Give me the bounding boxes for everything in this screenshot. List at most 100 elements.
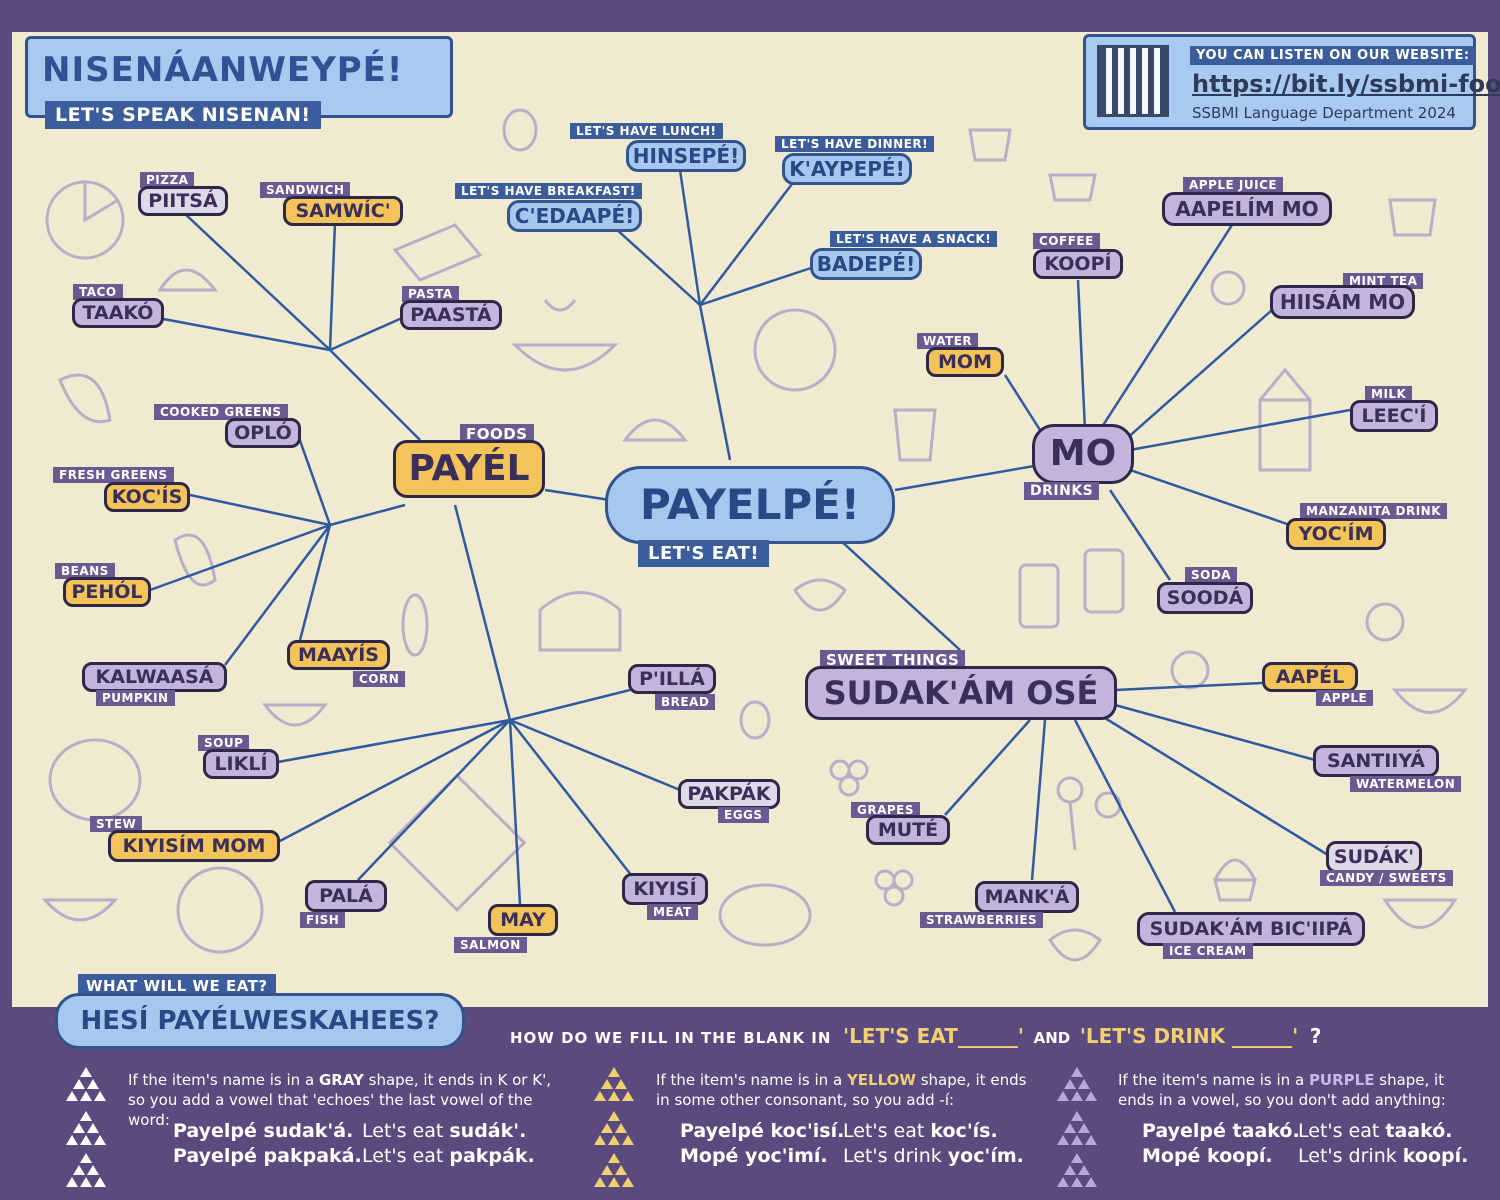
doodle-illustrations [41,108,1469,962]
food-node-sandwich: SAMWÍC' [283,196,403,226]
rule-gray-example-2-english-pre: Let's eat [362,1145,450,1167]
rule-gray-example-1-english-pre: Let's eat [362,1120,450,1142]
drink-sub-water: WATER [917,333,979,349]
apple-icon [1170,270,1405,690]
food-sub-corn: CORN [353,671,406,687]
meal-node-snack: BADEPÉ! [810,248,922,280]
triangle-icons-purple [1057,1067,1097,1187]
sweet-node-ice-cream: SUDAK'ÁM BIC'IIPÁ [1137,912,1365,946]
drink-node-mint-tea: HIISÁM MO [1270,285,1415,319]
page-subtitle: LET'S SPEAK NISENAN! [45,101,321,129]
fish-plate-icon [387,773,527,913]
strawberry-icon [793,578,1102,962]
rule-gray-text: If the item's name is in a GRAY shape, i… [128,1070,568,1130]
rule-purple-example-2-nisenan: Mopé koopí. [1142,1145,1273,1167]
food-sub-taco: TACO [73,284,123,300]
foods-connectors [149,211,421,666]
top-border [0,0,1500,32]
rule-gray-example-2: Payelpé pakpaká. [173,1145,362,1167]
drink-sub-milk: MILK [1365,386,1413,402]
food-node-pasta: PAASTÁ [400,300,502,330]
sweet-sub-ice-cream: ICE CREAM [1163,943,1253,959]
meal-sub-dinner: LET'S HAVE DINNER! [775,136,935,152]
rule-purple-example-1-english-word: taakó. [1385,1120,1453,1142]
food-node-cooked-greens: OPLÓ [225,418,301,448]
drinks-connectors [1003,224,1351,581]
rule-gray-example-2-english-word: pakpák. [449,1145,535,1167]
bread-icon [538,591,622,652]
greens-icon [58,373,217,587]
food-sub-eggs: EGGS [718,807,769,823]
rule-yellow-color-word: YELLOW [846,1071,916,1089]
drink-sub-coffee: COFFEE [1033,233,1100,249]
food-node-beans: PEHÓL [63,577,151,607]
meal-node-breakfast: C'EDAAPÉ! [507,200,642,232]
sweet-node-candy: SUDÁK' [1326,841,1422,873]
food-node-stew: KIYISÍM MOM [108,830,280,862]
food-node-soup: LIKLÍ [203,749,279,779]
drink-node-apple-juice: AAPELÍM MO [1162,192,1332,226]
rule-yellow-pre: If the item's name is in a [656,1071,843,1089]
rule-purple-text: If the item's name is in a PURPLE shape,… [1118,1070,1458,1110]
sweet-node-apple: AAPÉL [1262,662,1358,692]
rule-gray-example-2-nisenan: Payelpé pakpaká. [173,1145,362,1167]
drink-sub-apple-juice: APPLE JUICE [1183,177,1284,193]
food-sub-salmon: SALMON [454,937,527,953]
food-node-fish: PALÁ [305,880,387,912]
salad-plate-icon [753,308,837,392]
triangle-icons-yellow [594,1067,634,1187]
drink-node-water: MOM [926,347,1004,377]
juice-glass-icon [893,408,937,462]
rule-purple-example-1-english: Let's eat taakó. [1298,1120,1453,1142]
taco-icon [157,268,219,292]
rule-yellow-example-2: Mopé yoc'imí. [680,1145,828,1167]
bottom-heading-prefix: HOW DO WE FILL IN THE BLANK IN [510,1029,832,1047]
rule-yellow-example-2-nisenan: Mopé yoc'imí. [680,1145,828,1167]
food-sub-fish: FISH [300,912,346,928]
center-node-sub: LET'S EAT! [638,540,770,567]
food-node-bread: P'ILLÁ [628,664,716,694]
website-link[interactable]: https://bit.ly/ssbmi-food [1192,70,1500,98]
rule-yellow-example-1-english-word: koc'ís. [930,1120,998,1142]
rule-gray-color-word: GRAY [318,1071,364,1089]
rule-yellow-text: If the item's name is in a YELLOW shape,… [656,1070,1036,1110]
sweets-hub-node: SUDAK'ÁM OSÉ [805,666,1117,720]
foods-hub-sub: FOODS [460,424,534,444]
food-node-salmon: MAY [488,904,558,936]
sweet-sub-strawberries: STRAWBERRIES [920,912,1044,928]
rule-yellow-example-1-english: Let's eat koc'ís. [843,1120,998,1142]
sweet-sub-watermelon: WATERMELON [1350,776,1462,792]
pizza-icon [45,180,125,260]
qr-code-icon [1097,45,1169,117]
rule-yellow-example-2-english-pre: Let's drink [843,1145,948,1167]
bottom-heading: HOW DO WE FILL IN THE BLANK IN 'LET'S EA… [510,1024,1321,1048]
meal-sub-lunch: LET'S HAVE LUNCH! [570,123,723,139]
meat-icon [718,883,812,947]
food-node-meat: KIYISÍ [622,873,708,905]
sweet-sub-candy: CANDY / SWEETS [1320,870,1453,886]
food-node-corn: MAAYÍS [287,640,390,670]
rule-yellow-post: shape, it ends in some other consonant, … [656,1071,1027,1109]
connector-lines [149,169,1351,913]
watermelon-icon [1382,688,1469,929]
rule-purple-example-1-english-pre: Let's eat [1298,1120,1386,1142]
bottom-heading-qm: ? [1309,1024,1322,1048]
drink-sub-soda: SODA [1185,567,1238,583]
food-node-eggs: PAKPÁK [678,779,780,809]
food-sub-cooked-greens: COOKED GREENS [154,404,288,420]
rule-yellow-example-1: Payelpé koc'isí. [680,1120,844,1142]
rule-yellow-example-1-english-pre: Let's eat [843,1120,931,1142]
food-sub-pumpkin: PUMPKIN [96,690,175,706]
food-sub-fresh-greens: FRESH GREENS [53,467,174,483]
rule-purple-pre: If the item's name is in a [1118,1071,1305,1089]
triangle-icons-gray [66,1067,106,1187]
taco-small-icon [621,418,689,442]
rule-purple-example-1: Payelpé taakó. [1142,1120,1300,1142]
food-sub-pizza: PIZZA [140,172,195,188]
sweet-node-grapes: MUTÉ [866,815,950,845]
egg-icon [502,108,771,740]
rule-yellow-example-2-english: Let's drink yoc'ím. [843,1145,1024,1167]
rule-purple-post: shape, it ends in a vowel, so you don't … [1118,1071,1446,1109]
drinks-hub-node: MO [1032,424,1134,484]
